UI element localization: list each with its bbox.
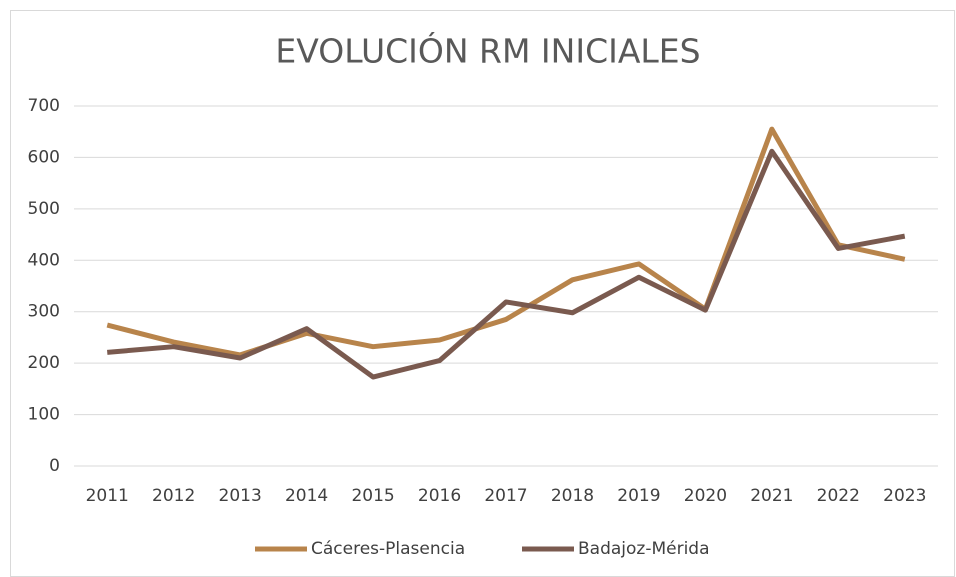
chart-title: EVOLUCIÓN RM INICIALES [275, 31, 700, 71]
x-tick-label: 2015 [351, 486, 394, 506]
y-tick-label: 700 [28, 96, 60, 116]
y-tick-label: 300 [28, 302, 60, 322]
x-tick-label: 2023 [883, 486, 926, 506]
y-tick-label: 400 [28, 250, 60, 270]
legend-label: Cáceres-Plasencia [311, 539, 465, 559]
legend-label: Badajoz-Mérida [578, 539, 710, 559]
x-tick-label: 2016 [418, 486, 461, 506]
y-tick-label: 200 [28, 353, 60, 373]
y-tick-label: 100 [28, 405, 60, 425]
x-tick-label: 2013 [219, 486, 262, 506]
x-tick-label: 2011 [86, 486, 129, 506]
x-tick-label: 2021 [750, 486, 793, 506]
x-tick-label: 2022 [817, 486, 860, 506]
x-tick-label: 2019 [617, 486, 660, 506]
line-series [106, 126, 906, 358]
y-tick-label: 600 [28, 147, 60, 167]
y-tick-label: 0 [49, 456, 60, 476]
y-tick-label: 500 [28, 199, 60, 219]
x-tick-label: 2012 [152, 486, 195, 506]
chart-border [10, 10, 955, 577]
x-tick-label: 2018 [551, 486, 594, 506]
x-tick-label: 2020 [684, 486, 727, 506]
x-tick-label: 2014 [285, 486, 328, 506]
line-series [107, 148, 906, 380]
x-tick-label: 2017 [484, 486, 527, 506]
